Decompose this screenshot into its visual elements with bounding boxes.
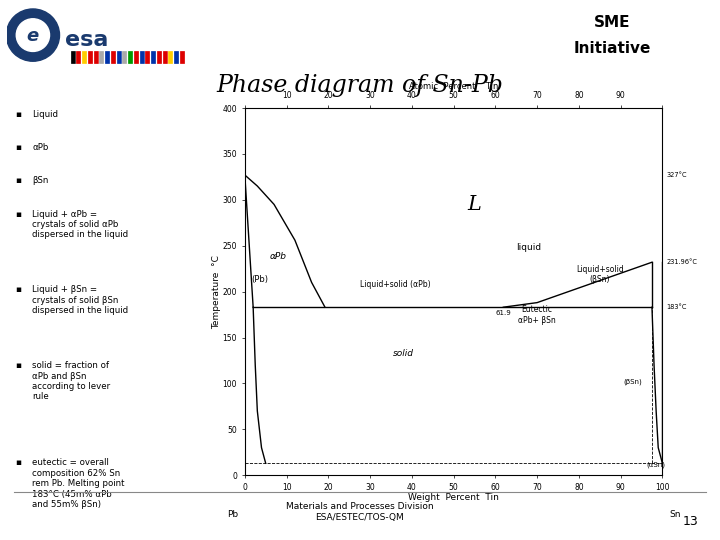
Bar <box>76 51 81 64</box>
Text: ▪: ▪ <box>16 285 22 294</box>
Bar <box>122 51 127 64</box>
Bar <box>105 51 110 64</box>
Bar <box>117 51 122 64</box>
Bar <box>140 51 145 64</box>
Circle shape <box>6 9 60 61</box>
Text: ▪: ▪ <box>16 144 22 152</box>
Circle shape <box>17 19 50 51</box>
Text: Initiative: Initiative <box>573 40 651 56</box>
Text: eutectic = overall
composition 62% Sn
rem Pb. Melting point
183°C (45m% αPb
and : eutectic = overall composition 62% Sn re… <box>32 458 125 509</box>
Text: Materials and Processes Division
ESA/ESTEC/TOS-QM: Materials and Processes Division ESA/EST… <box>286 502 434 522</box>
Bar <box>145 51 150 64</box>
Text: βSn: βSn <box>32 177 49 185</box>
Text: Liquid + αPb =
crystals of solid αPb
dispersed in the liquid: Liquid + αPb = crystals of solid αPb dis… <box>32 210 128 239</box>
Text: solid = fraction of
αPb and βSn
according to lever
rule: solid = fraction of αPb and βSn accordin… <box>32 361 110 401</box>
Bar <box>88 51 93 64</box>
Text: 183°C: 183°C <box>667 304 687 310</box>
Text: Liquid+solid
(βSn): Liquid+solid (βSn) <box>576 265 624 285</box>
Bar <box>111 51 116 64</box>
Text: L: L <box>467 195 482 214</box>
Text: αPb: αPb <box>32 144 49 152</box>
Text: 231.96°C: 231.96°C <box>667 259 698 265</box>
Bar <box>151 51 156 64</box>
Bar <box>157 51 162 64</box>
Bar <box>71 51 76 64</box>
Text: Liquid + βSn =
crystals of solid βSn
dispersed in the liquid: Liquid + βSn = crystals of solid βSn dis… <box>32 285 128 315</box>
Text: ▪: ▪ <box>16 458 22 467</box>
Text: Pb: Pb <box>227 510 238 519</box>
Text: ▪: ▪ <box>16 110 22 119</box>
Text: Eutectic
αPb+ βSn: Eutectic αPb+ βSn <box>518 306 556 325</box>
Text: (αSn): (αSn) <box>647 461 665 468</box>
Text: e: e <box>27 27 39 45</box>
Bar <box>128 51 133 64</box>
Text: ▪: ▪ <box>16 177 22 185</box>
Text: 61.9: 61.9 <box>495 309 511 315</box>
Text: SME: SME <box>594 15 630 30</box>
X-axis label: Weight  Percent  Tin: Weight Percent Tin <box>408 493 499 502</box>
Bar <box>174 51 179 64</box>
Text: (Pb): (Pb) <box>251 275 268 285</box>
Text: 327°C: 327°C <box>667 172 687 178</box>
Bar <box>163 51 168 64</box>
Text: Phase diagram of Sn-Pb: Phase diagram of Sn-Pb <box>217 73 503 97</box>
Text: liquid: liquid <box>516 244 541 252</box>
Text: (βSn): (βSn) <box>624 379 642 385</box>
Bar <box>180 51 185 64</box>
Bar <box>99 51 104 64</box>
Text: ▪: ▪ <box>16 210 22 219</box>
Text: solid: solid <box>393 349 414 358</box>
Bar <box>168 51 174 64</box>
Bar <box>134 51 139 64</box>
Text: 13: 13 <box>683 515 698 528</box>
Text: Liquid+solid (αPb): Liquid+solid (αPb) <box>360 280 431 289</box>
Y-axis label: Temperature  °C: Temperature °C <box>212 255 221 328</box>
Text: esa: esa <box>65 30 108 50</box>
X-axis label: Atomic  Percent    Tin: Atomic Percent Tin <box>409 82 498 91</box>
Text: Liquid: Liquid <box>32 110 58 119</box>
Text: Sn: Sn <box>669 510 680 519</box>
Text: ▪: ▪ <box>16 361 22 370</box>
Text: αPb: αPb <box>270 253 287 261</box>
Bar <box>82 51 87 64</box>
Bar <box>94 51 99 64</box>
